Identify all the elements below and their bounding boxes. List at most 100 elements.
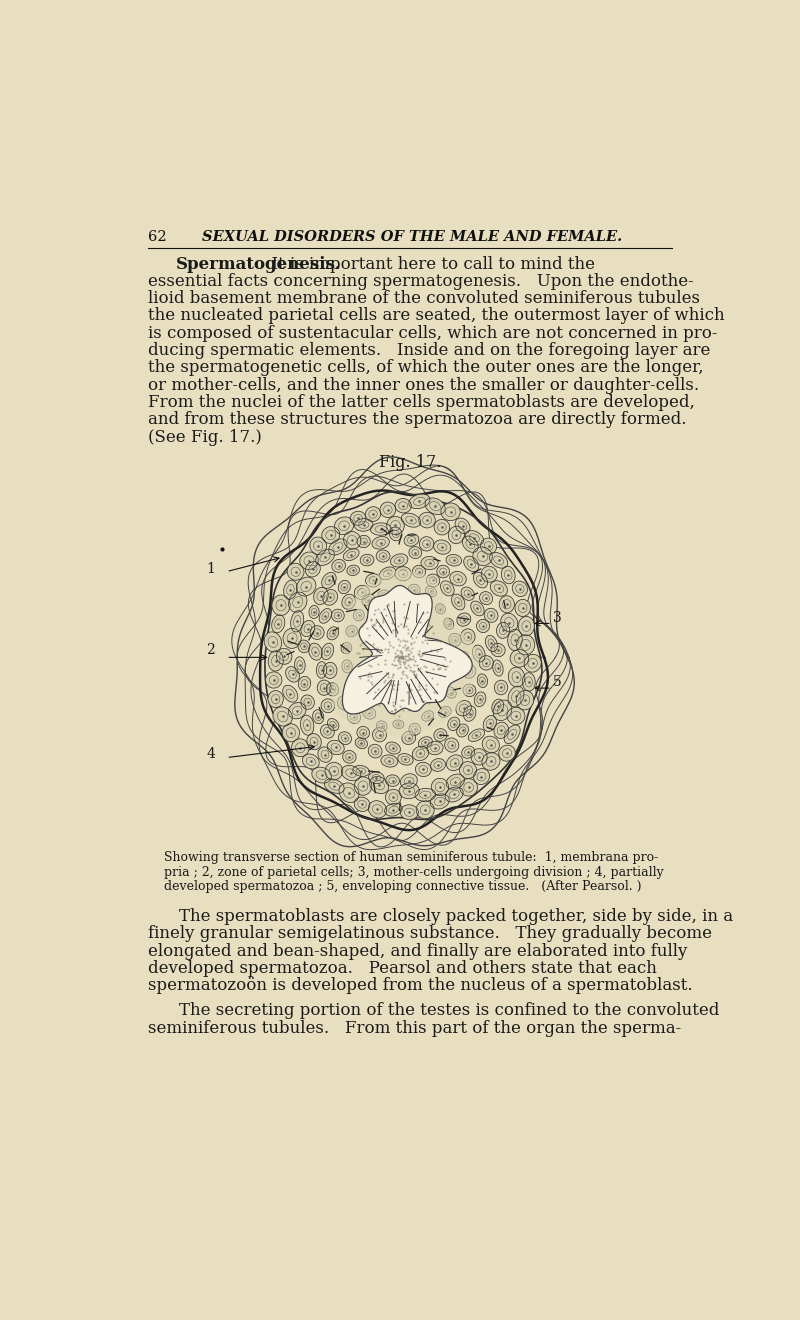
Ellipse shape bbox=[482, 737, 499, 752]
Ellipse shape bbox=[445, 787, 463, 803]
Ellipse shape bbox=[294, 657, 305, 673]
Ellipse shape bbox=[427, 742, 443, 755]
Ellipse shape bbox=[342, 660, 352, 673]
Ellipse shape bbox=[316, 549, 334, 565]
Ellipse shape bbox=[484, 609, 498, 622]
Ellipse shape bbox=[327, 627, 338, 640]
Ellipse shape bbox=[462, 536, 478, 552]
Ellipse shape bbox=[291, 739, 309, 756]
Ellipse shape bbox=[355, 738, 367, 748]
Ellipse shape bbox=[395, 499, 411, 513]
Ellipse shape bbox=[398, 754, 413, 766]
Ellipse shape bbox=[477, 619, 490, 632]
Ellipse shape bbox=[338, 696, 352, 710]
Ellipse shape bbox=[517, 635, 534, 655]
Ellipse shape bbox=[310, 626, 324, 639]
Ellipse shape bbox=[415, 788, 436, 801]
Ellipse shape bbox=[264, 632, 282, 652]
Ellipse shape bbox=[354, 610, 364, 620]
Ellipse shape bbox=[342, 751, 356, 763]
Ellipse shape bbox=[326, 682, 338, 696]
Ellipse shape bbox=[268, 690, 283, 708]
Ellipse shape bbox=[301, 715, 314, 735]
Ellipse shape bbox=[456, 701, 471, 715]
Ellipse shape bbox=[474, 768, 490, 784]
Polygon shape bbox=[332, 570, 479, 737]
Ellipse shape bbox=[390, 527, 402, 541]
Ellipse shape bbox=[515, 599, 530, 616]
Ellipse shape bbox=[372, 536, 390, 549]
Ellipse shape bbox=[449, 634, 461, 647]
Ellipse shape bbox=[474, 692, 486, 706]
Text: seminiferous tubules.   From this part of the organ the sperma-: seminiferous tubules. From this part of … bbox=[148, 1020, 682, 1036]
Ellipse shape bbox=[301, 694, 314, 709]
Ellipse shape bbox=[266, 672, 282, 688]
Ellipse shape bbox=[272, 595, 290, 615]
Ellipse shape bbox=[310, 537, 326, 554]
Ellipse shape bbox=[401, 774, 418, 789]
Ellipse shape bbox=[296, 577, 316, 597]
Ellipse shape bbox=[478, 675, 487, 688]
Ellipse shape bbox=[471, 748, 487, 766]
Ellipse shape bbox=[479, 591, 493, 605]
Ellipse shape bbox=[459, 762, 477, 779]
Ellipse shape bbox=[445, 686, 456, 698]
Ellipse shape bbox=[302, 754, 319, 770]
Ellipse shape bbox=[457, 612, 470, 626]
Ellipse shape bbox=[386, 775, 399, 787]
Ellipse shape bbox=[334, 517, 354, 535]
Ellipse shape bbox=[479, 656, 494, 671]
Ellipse shape bbox=[464, 556, 479, 572]
Text: 1: 1 bbox=[206, 562, 215, 577]
Polygon shape bbox=[342, 586, 472, 714]
Text: developed spermatozoa ; 5, enveloping connective tissue.   (After Pearsol. ): developed spermatozoa ; 5, enveloping co… bbox=[163, 880, 641, 892]
Ellipse shape bbox=[463, 706, 476, 721]
Ellipse shape bbox=[370, 776, 389, 793]
Ellipse shape bbox=[362, 594, 374, 606]
Ellipse shape bbox=[338, 731, 351, 744]
Text: 5: 5 bbox=[554, 676, 562, 689]
Ellipse shape bbox=[368, 801, 386, 818]
Ellipse shape bbox=[369, 772, 384, 784]
Ellipse shape bbox=[331, 609, 344, 622]
Text: pria ; 2, zone of parietal cells; 3, mother-cells undergoing division ; 4, parti: pria ; 2, zone of parietal cells; 3, mot… bbox=[163, 866, 663, 879]
Ellipse shape bbox=[393, 586, 404, 597]
Text: Showing transverse section of human seminiferous tubule:  1, membrana pro-: Showing transverse section of human semi… bbox=[163, 851, 658, 865]
Ellipse shape bbox=[386, 516, 404, 535]
Ellipse shape bbox=[498, 746, 515, 762]
Ellipse shape bbox=[421, 557, 438, 570]
Ellipse shape bbox=[273, 708, 292, 726]
Ellipse shape bbox=[309, 606, 319, 619]
Text: It is important here to call to mind the: It is important here to call to mind the bbox=[262, 256, 595, 272]
Ellipse shape bbox=[508, 686, 524, 706]
Ellipse shape bbox=[412, 746, 429, 760]
Ellipse shape bbox=[343, 549, 359, 561]
Ellipse shape bbox=[313, 710, 324, 723]
Ellipse shape bbox=[516, 690, 534, 710]
Ellipse shape bbox=[380, 502, 396, 517]
Ellipse shape bbox=[409, 723, 421, 735]
Ellipse shape bbox=[342, 766, 361, 781]
Ellipse shape bbox=[381, 755, 398, 767]
Ellipse shape bbox=[312, 767, 331, 783]
Ellipse shape bbox=[435, 603, 446, 614]
Ellipse shape bbox=[461, 587, 474, 601]
Ellipse shape bbox=[507, 708, 525, 725]
Ellipse shape bbox=[317, 661, 326, 678]
Ellipse shape bbox=[490, 553, 508, 568]
Ellipse shape bbox=[419, 537, 434, 550]
Ellipse shape bbox=[490, 581, 507, 597]
Ellipse shape bbox=[327, 718, 339, 730]
Ellipse shape bbox=[341, 643, 352, 653]
Ellipse shape bbox=[376, 550, 390, 562]
Ellipse shape bbox=[325, 763, 342, 780]
Ellipse shape bbox=[434, 540, 450, 554]
Ellipse shape bbox=[481, 539, 497, 554]
Text: 4: 4 bbox=[206, 747, 215, 760]
Ellipse shape bbox=[426, 574, 440, 587]
Ellipse shape bbox=[289, 593, 307, 612]
Ellipse shape bbox=[491, 643, 505, 657]
Ellipse shape bbox=[366, 574, 381, 587]
Ellipse shape bbox=[510, 649, 529, 667]
Ellipse shape bbox=[455, 517, 470, 533]
